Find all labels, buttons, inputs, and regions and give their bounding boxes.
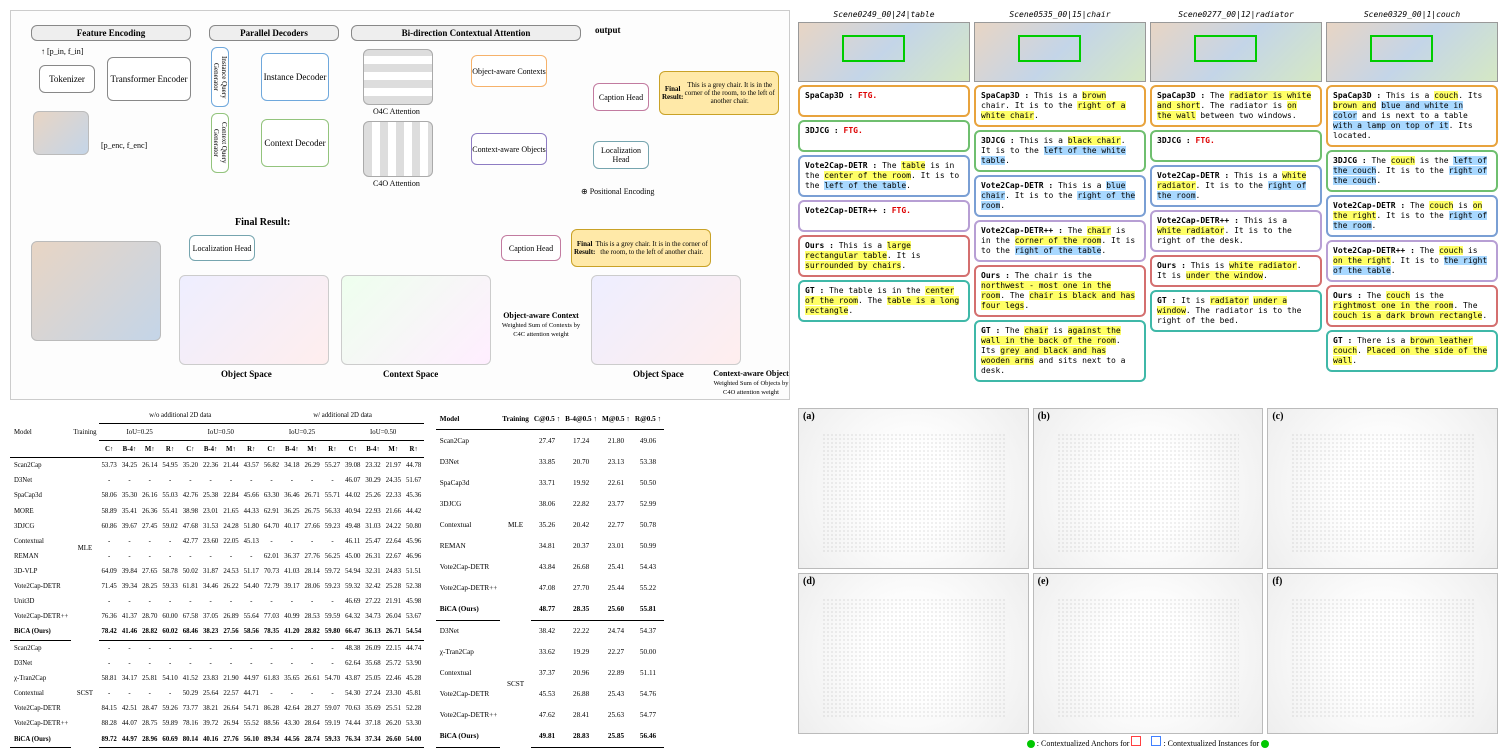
table-2: ModelTrainingC@0.5 ↑B-4@0.5 ↑M@0.5 ↑R@0.… — [436, 408, 664, 748]
ctx-aware-obj: Context-aware Objects — [471, 133, 547, 165]
tables-row: ModelTrainingw/o additional 2D dataw/ ad… — [10, 408, 790, 748]
caption-box: Ours : The chair is the northwest - most… — [974, 265, 1146, 317]
caption-box: 3DJCG : The couch is the left of the cou… — [1326, 150, 1498, 192]
caption-box: 3DJCG : FTG. — [1150, 130, 1322, 162]
caption-box: Ours : The couch is the rightmost one in… — [1326, 285, 1498, 327]
instance-qg: Instance Query Generator — [211, 47, 229, 107]
viz-cell — [798, 408, 1029, 569]
obj-aware-ctx: Object-aware Contexts — [471, 55, 547, 87]
caption-box: SpaCap3D : This is a couch. Its brown an… — [1326, 85, 1498, 147]
input-scene-thumb — [33, 111, 89, 155]
loc-head: Localization Head — [593, 141, 649, 169]
viz-cell — [1033, 573, 1264, 734]
caption-head: Caption Head — [593, 83, 649, 111]
scene-thumb-bottom — [31, 241, 161, 341]
tokenizer-box: Tokenizer — [39, 65, 95, 93]
viz-panel: : Contextualized Anchors for : Contextua… — [798, 408, 1498, 748]
scene-title: Scene0249_00|24|table — [798, 10, 970, 19]
caption-box: 3DJCG : This is a black chair. It is to … — [974, 130, 1146, 172]
caption-box: Vote2Cap-DETR++ : This is a white radiat… — [1150, 210, 1322, 252]
bidir-label: Bi-direction Contextual Attention — [351, 25, 581, 41]
caption-box: Vote2Cap-DETR : This is a blue chair. It… — [974, 175, 1146, 217]
caption-box: SpaCap3D : The radiator is white and sho… — [1150, 85, 1322, 127]
context-space-label: Context Space — [383, 369, 438, 379]
context-decoder: Context Decoder — [261, 119, 329, 167]
transformer-encoder-box: Transformer Encoder — [107, 57, 191, 101]
qual-column: Scene0329_00|1|couch SpaCap3D : This is a… — [1326, 10, 1498, 400]
output-label: output — [595, 25, 621, 35]
qual-column: Scene0535_00|15|chair SpaCap3D : This is … — [974, 10, 1146, 400]
caption-box: Vote2Cap-DETR++ : The couch is on the ri… — [1326, 240, 1498, 282]
caption-box: GT : There is a brown leather couch. Pla… — [1326, 330, 1498, 372]
scene-thumb — [1326, 22, 1498, 82]
caption-box: GT : The chair is against the wall in th… — [974, 320, 1146, 382]
viz-legend: : Contextualized Anchors for : Contextua… — [798, 734, 1498, 748]
qualitative-grid: Scene0249_00|24|tableSpaCap3D : FTG.3DJC… — [798, 10, 1498, 400]
scene-title: Scene0329_00|1|couch — [1326, 10, 1498, 19]
object-space-label-2: Object Space — [633, 369, 684, 379]
caption-box: Vote2Cap-DETR : The couch is on the righ… — [1326, 195, 1498, 237]
final-result-top: Final Result: This is a grey chair. It i… — [659, 71, 779, 115]
caption-box: Ours : This is white radiator. It is und… — [1150, 255, 1322, 287]
caption-box: Ours : This is a large rectangular table… — [798, 235, 970, 277]
caption-box: SpaCap3D : FTG. — [798, 85, 970, 117]
caption-box: Vote2Cap-DETR : The table is in the cent… — [798, 155, 970, 197]
caption-box: GT : It is radiator under a window. The … — [1150, 290, 1322, 332]
scene-thumb — [974, 22, 1146, 82]
viz-cell — [798, 573, 1029, 734]
caption-box: Vote2Cap-DETR++ : The chair is in the co… — [974, 220, 1146, 262]
scene-title: Scene0535_00|15|chair — [974, 10, 1146, 19]
caption-head-2: Caption Head — [501, 235, 561, 261]
scene-title: Scene0277_00|12|radiator — [1150, 10, 1322, 19]
loc-head-2: Localization Head — [189, 235, 255, 261]
caption-box: SpaCap3D : This is a brown chair. It is … — [974, 85, 1146, 127]
caption-box: Vote2Cap-DETR : This is a white radiator… — [1150, 165, 1322, 207]
object-space-label: Object Space — [221, 369, 272, 379]
table-1: ModelTrainingw/o additional 2D dataw/ ad… — [10, 408, 424, 748]
cao-desc: Context-aware ObjectWeighted Sum of Obje… — [711, 369, 791, 396]
viz-cell — [1033, 408, 1264, 569]
context-qg: Context Query Generator — [211, 113, 229, 173]
c4o-label: C4O Attention — [373, 179, 420, 188]
o4c-attention-grid — [363, 49, 433, 105]
caption-box: GT : The table is in the center of the r… — [798, 280, 970, 322]
scene-thumb — [1150, 22, 1322, 82]
viz-cell — [1267, 408, 1498, 569]
final-result-bottom: Final Result: This is a grey chair. It i… — [571, 229, 711, 267]
object-space-thumb-2 — [591, 275, 741, 365]
penc-label: [p_enc, f_enc] — [101, 141, 147, 150]
caption-box: 3DJCG : FTG. — [798, 120, 970, 152]
viz-cell — [1267, 573, 1498, 734]
oac-desc: Object-aware ContextWeighted Sum of Cont… — [501, 311, 581, 338]
caption-box: Vote2Cap-DETR++ : FTG. — [798, 200, 970, 232]
context-space-thumb — [341, 275, 491, 365]
instance-decoder: Instance Decoder — [261, 53, 329, 101]
final-result-label: Final Result: — [235, 217, 290, 228]
scene-thumb — [798, 22, 970, 82]
o4c-label: O4C Attention — [373, 107, 420, 116]
feature-encoding-label: Feature Encoding — [31, 25, 191, 41]
parallel-decoders-label: Parallel Decoders — [209, 25, 339, 41]
architecture-diagram: Feature Encoding Tokenizer Transformer E… — [10, 10, 790, 400]
pos-enc-label: ⊕ Positional Encoding — [581, 187, 654, 196]
qual-column: Scene0277_00|12|radiator SpaCap3D : The r… — [1150, 10, 1322, 400]
pin-label: ↑ [p_in, f_in] — [41, 47, 83, 56]
qual-column: Scene0249_00|24|table SpaCap3D : FTG.3DJC… — [798, 10, 970, 400]
c4o-attention-grid — [363, 121, 433, 177]
object-space-thumb — [179, 275, 329, 365]
